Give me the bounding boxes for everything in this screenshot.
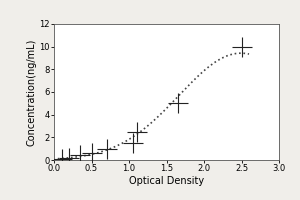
Point [59,157,64,160]
Point [104,147,109,150]
Point [130,141,135,145]
Point [89,152,94,155]
Y-axis label: Concentration(ng/mL): Concentration(ng/mL) [27,38,37,146]
X-axis label: Optical Density: Optical Density [129,176,204,186]
Point [78,154,83,157]
Point [134,130,139,133]
Point [175,102,180,105]
Point [67,156,71,159]
Point [239,45,244,48]
